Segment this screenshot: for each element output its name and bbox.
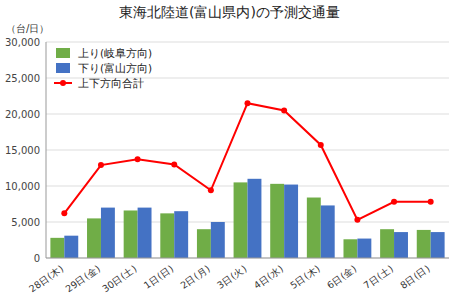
marker <box>135 156 141 162</box>
y-tick-label: 25,000 <box>5 73 40 84</box>
bar <box>50 238 64 258</box>
bar <box>417 230 431 258</box>
x-axis <box>46 258 449 259</box>
marker <box>98 162 104 168</box>
bar <box>101 208 115 258</box>
marker <box>391 199 397 205</box>
bar <box>234 182 248 258</box>
y-axis <box>46 42 47 258</box>
bar <box>64 236 78 258</box>
bar <box>394 232 408 258</box>
x-tick-label: 1日(日) <box>142 263 176 291</box>
bar <box>124 210 138 258</box>
chart: 東海北陸道(富山県内)の予測交通量 （台/日） 0 5,000 10,000 15,000… <box>0 0 459 306</box>
bar <box>211 222 225 258</box>
x-tick-label: 3日(火) <box>215 263 249 291</box>
x-tick-label: 8日(日) <box>398 263 432 291</box>
legend-label: 上り(岐阜方向) <box>78 47 152 59</box>
marker <box>354 217 360 223</box>
bar <box>307 198 321 258</box>
plot-area <box>50 100 444 258</box>
x-tick-label: 28日(木) <box>27 263 66 295</box>
y-tick-label: 20,000 <box>5 109 40 120</box>
bar <box>160 213 174 258</box>
marker <box>428 199 434 205</box>
legend-swatch <box>56 48 70 58</box>
y-tick-label: 30,000 <box>5 37 40 48</box>
bar <box>248 179 262 258</box>
bar <box>321 205 335 258</box>
y-tick-label: 10,000 <box>5 181 40 192</box>
bar <box>380 229 394 258</box>
bar <box>284 185 298 258</box>
grid-line <box>46 114 449 115</box>
bar <box>431 232 445 258</box>
y-axis-label: （台/日） <box>6 23 49 34</box>
marker <box>61 210 67 216</box>
x-tick-label: 30日(土) <box>100 263 139 295</box>
x-tick-label: 29日(金) <box>63 263 102 295</box>
x-tick-label: 4日(水) <box>252 263 286 291</box>
legend-swatch <box>60 80 66 86</box>
bar <box>357 239 371 258</box>
marker <box>245 100 251 106</box>
bar <box>138 208 152 258</box>
legend-label: 下り(富山方向) <box>78 62 152 74</box>
legend: 上り(岐阜方向) 下り(富山方向) 上下方向合計 <box>54 47 152 89</box>
bar <box>197 229 211 258</box>
x-tick-label: 2日(月) <box>178 263 212 291</box>
y-tick-label: 15,000 <box>5 145 40 156</box>
bar <box>174 211 188 258</box>
y-tick-label: 5,000 <box>11 217 40 228</box>
legend-label: 上下方向合計 <box>78 77 144 89</box>
legend-swatch <box>56 63 70 73</box>
x-tick-label: 6日(金) <box>325 263 359 291</box>
bar <box>343 239 357 258</box>
grid-line <box>46 258 449 259</box>
title: 東海北陸道(富山県内)の予測交通量 <box>119 4 340 20</box>
marker <box>318 142 324 148</box>
bar <box>87 218 101 258</box>
marker <box>171 161 177 167</box>
grid-line <box>46 150 449 151</box>
marker <box>281 107 287 113</box>
x-tick-label: 5日(木) <box>288 263 322 291</box>
y-tick-label: 0 <box>34 253 40 264</box>
bar <box>270 184 284 258</box>
marker <box>208 187 214 193</box>
x-tick-label: 7日(土) <box>361 263 395 291</box>
line <box>64 103 430 220</box>
grid-line <box>46 42 449 43</box>
grid <box>46 42 449 258</box>
